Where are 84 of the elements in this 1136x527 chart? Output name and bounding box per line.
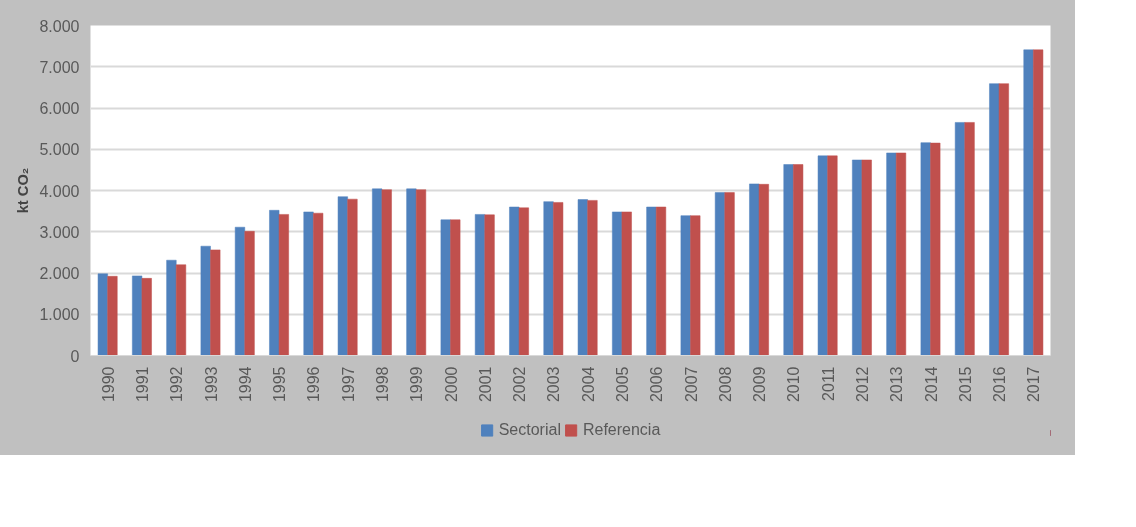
- bar: [141, 277, 153, 356]
- bar: [680, 215, 691, 356]
- bar: [97, 273, 109, 356]
- bar: [381, 189, 393, 356]
- x-tick-label: 1992: [168, 366, 186, 403]
- bar: [543, 201, 554, 356]
- x-tick-label: 2006: [648, 366, 666, 403]
- y-tick-label: 8.000: [39, 17, 80, 35]
- bar: [347, 198, 358, 356]
- bar: [175, 264, 187, 356]
- x-tick-label: 1993: [202, 366, 220, 403]
- x-tick-label: 2007: [682, 366, 700, 403]
- x-tick-label: 2004: [579, 366, 597, 403]
- bar: [303, 211, 314, 356]
- bar: [827, 155, 838, 356]
- bar: [998, 83, 1010, 356]
- x-tick-label: 2008: [716, 366, 734, 403]
- bar: [724, 192, 735, 356]
- x-tick-label: 1999: [408, 366, 426, 403]
- x-tick-label: 1997: [339, 366, 357, 403]
- legend-label: Sectorial: [498, 421, 561, 439]
- x-tick-label: 1994: [236, 366, 254, 403]
- bar: [1032, 49, 1044, 356]
- bar: [964, 121, 975, 356]
- bar: [587, 199, 598, 356]
- x-tick-label: 1991: [133, 366, 151, 403]
- bar: [690, 215, 701, 356]
- bar: [278, 213, 290, 356]
- y-tick-label: 5.000: [39, 141, 80, 159]
- y-axis-title: kt CO₂: [15, 167, 32, 214]
- bar: [406, 188, 417, 356]
- bar: [861, 159, 873, 356]
- y-tick-label: 4.000: [39, 182, 80, 200]
- x-tick-label: 1995: [271, 366, 289, 403]
- x-tick-label: 2010: [785, 366, 803, 403]
- x-tick-label: 2003: [545, 366, 563, 403]
- x-tick-label: 2011: [819, 366, 837, 401]
- bar: [655, 206, 667, 356]
- x-tick-label: 2002: [511, 366, 529, 403]
- x-tick-label: 1990: [99, 366, 117, 403]
- y-tick-label: 0: [70, 347, 80, 365]
- bar: [817, 155, 829, 356]
- bar: [337, 196, 349, 356]
- bar: [758, 183, 770, 356]
- x-tick-label: 2013: [888, 366, 906, 403]
- bar: [920, 142, 931, 356]
- bar: [792, 164, 804, 356]
- legend-label: Referencia: [582, 421, 661, 439]
- bar: [244, 230, 255, 356]
- bar: [886, 152, 897, 356]
- bar: [415, 189, 427, 356]
- x-tick-label: 2012: [853, 366, 871, 403]
- bar: [166, 259, 177, 356]
- bar: [210, 249, 221, 356]
- x-tick-label: 2000: [442, 366, 460, 403]
- y-tick-label: 6.000: [39, 100, 80, 117]
- bar: [930, 142, 941, 356]
- bar: [552, 201, 564, 356]
- y-tick-label: 7.000: [39, 58, 80, 76]
- bar: [577, 199, 589, 356]
- x-tick-label: 1998: [373, 366, 391, 403]
- x-tick-label: 2005: [613, 366, 631, 403]
- x-tick-label: 2001: [476, 366, 494, 403]
- bar: [621, 211, 633, 356]
- bar: [440, 219, 451, 356]
- bar: [518, 207, 530, 356]
- bar: [450, 219, 461, 356]
- y-tick-label: 3.000: [39, 223, 80, 241]
- y-tick-label: 1.000: [39, 306, 80, 324]
- bar: [1023, 49, 1034, 356]
- bar: [312, 212, 324, 356]
- bar: [200, 245, 211, 356]
- x-tick-label: 2016: [991, 366, 1009, 403]
- bar: [783, 164, 794, 356]
- bar: [107, 275, 118, 356]
- x-tick-label: 2009: [751, 366, 769, 403]
- x-tick-label: 2015: [956, 366, 974, 403]
- y-tick-label: 2.000: [39, 265, 80, 282]
- x-tick-label: 1996: [305, 366, 323, 403]
- bar: [646, 206, 657, 356]
- x-tick-label: 2017: [1025, 366, 1043, 403]
- x-tick-label: 2014: [922, 366, 940, 403]
- bar: [895, 152, 907, 356]
- bar: [484, 214, 495, 356]
